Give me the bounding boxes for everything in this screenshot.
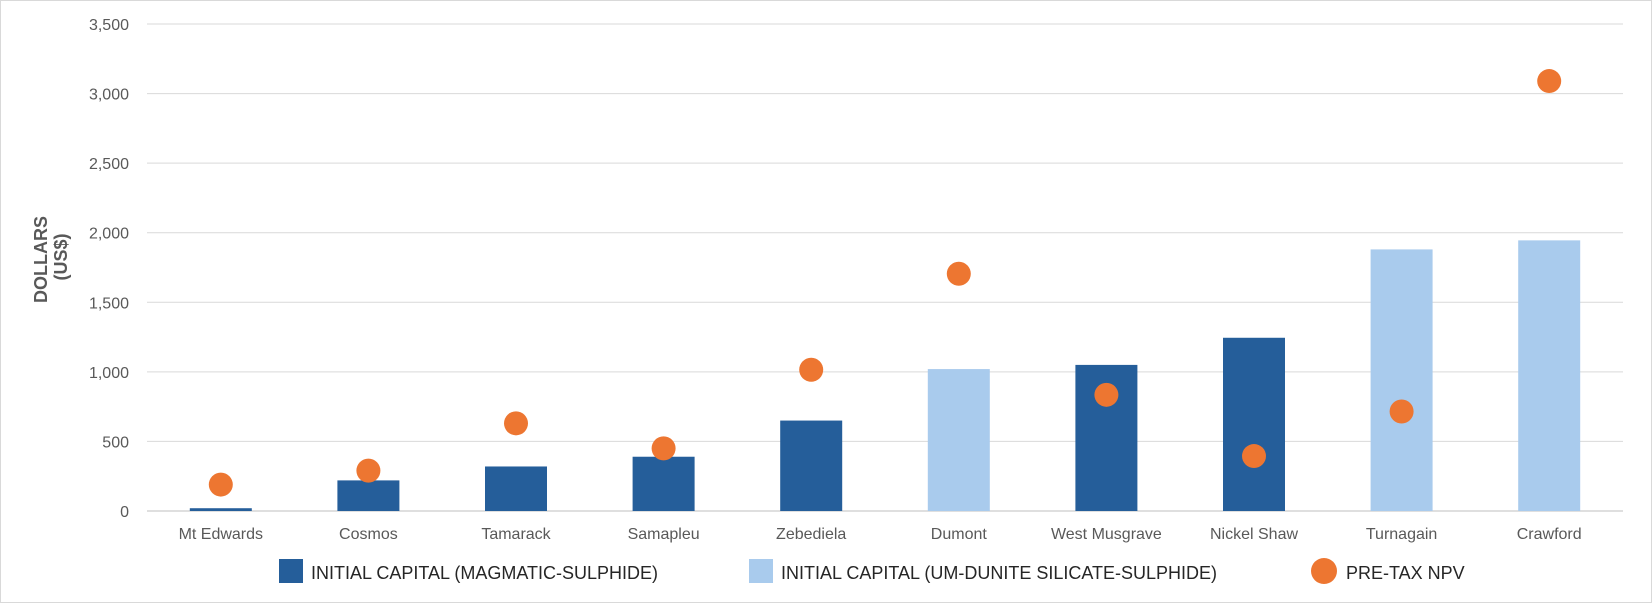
legend: INITIAL CAPITAL (MAGMATIC-SULPHIDE) INIT…	[279, 558, 1465, 584]
bar-magmatic-4	[780, 420, 843, 511]
x-category-label: Tamarack	[481, 526, 551, 543]
npv-point-2	[504, 411, 528, 436]
y-tick-label: 1,000	[89, 365, 129, 382]
legend-label-magmatic: INITIAL CAPITAL (MAGMATIC-SULPHIDE)	[311, 563, 658, 583]
y-axis-label-line-1: DOLLARS	[31, 216, 51, 303]
legend-label-um-dunite: INITIAL CAPITAL (UM-DUNITE SILICATE-SULP…	[781, 563, 1217, 583]
x-category-labels: Mt Edwards Cosmos Tamarack Samapleu Zebediel…	[179, 526, 1582, 543]
legend-label-npv: PRE-TAX NPV	[1346, 563, 1465, 583]
x-category-label: West Musgrave	[1051, 526, 1162, 543]
y-axis-label: DOLLARS (US$)	[31, 211, 71, 303]
gridlines	[147, 23, 1623, 512]
npv-point-0	[208, 472, 233, 497]
x-category-label: Dumont	[931, 526, 988, 543]
x-category-label: Cosmos	[339, 526, 398, 543]
npv-point-8	[1389, 399, 1414, 424]
y-tick-label: 3,500	[89, 17, 129, 34]
x-category-label: Crawford	[1517, 526, 1582, 543]
npv-point-9	[1537, 69, 1562, 94]
bar-um-dunite-5	[927, 369, 990, 511]
y-tick-labels: 0 500 1,000 1,500 2,000 2,500 3,000 3,500	[89, 17, 129, 521]
npv-point-7	[1242, 444, 1266, 469]
y-tick-label: 500	[102, 434, 129, 451]
y-tick-label: 2,500	[89, 156, 129, 173]
legend-swatch-um-dunite	[749, 559, 773, 583]
bar-um-dunite-9	[1518, 240, 1581, 512]
bar-magmatic-0	[189, 508, 252, 511]
bar-magmatic-7	[1223, 337, 1285, 511]
bars	[189, 240, 1581, 512]
x-category-label: Zebediela	[776, 526, 846, 543]
npv-points	[208, 69, 1562, 497]
legend-marker-npv	[1311, 558, 1337, 584]
x-category-label: Nickel Shaw	[1210, 526, 1298, 543]
legend-swatch-magmatic	[279, 559, 303, 583]
bar-magmatic-3	[632, 456, 695, 511]
x-category-label: Turnagain	[1366, 526, 1437, 543]
y-axis-label-line-2: (US$)	[51, 233, 71, 280]
y-tick-label: 2,000	[89, 226, 129, 243]
bar-um-dunite-8	[1370, 249, 1433, 511]
y-tick-label: 1,500	[89, 295, 129, 312]
npv-point-5	[946, 261, 971, 286]
npv-point-3	[651, 436, 676, 461]
y-tick-label: 3,000	[89, 87, 129, 104]
x-category-label: Samapleu	[628, 526, 700, 543]
bar-magmatic-2	[485, 466, 547, 511]
bar-magmatic-1	[337, 480, 400, 511]
x-category-label: Mt Edwards	[179, 526, 263, 543]
y-tick-label: 0	[120, 504, 129, 521]
npv-point-1	[356, 458, 381, 483]
npv-point-6	[1094, 382, 1119, 407]
npv-point-4	[799, 357, 824, 382]
